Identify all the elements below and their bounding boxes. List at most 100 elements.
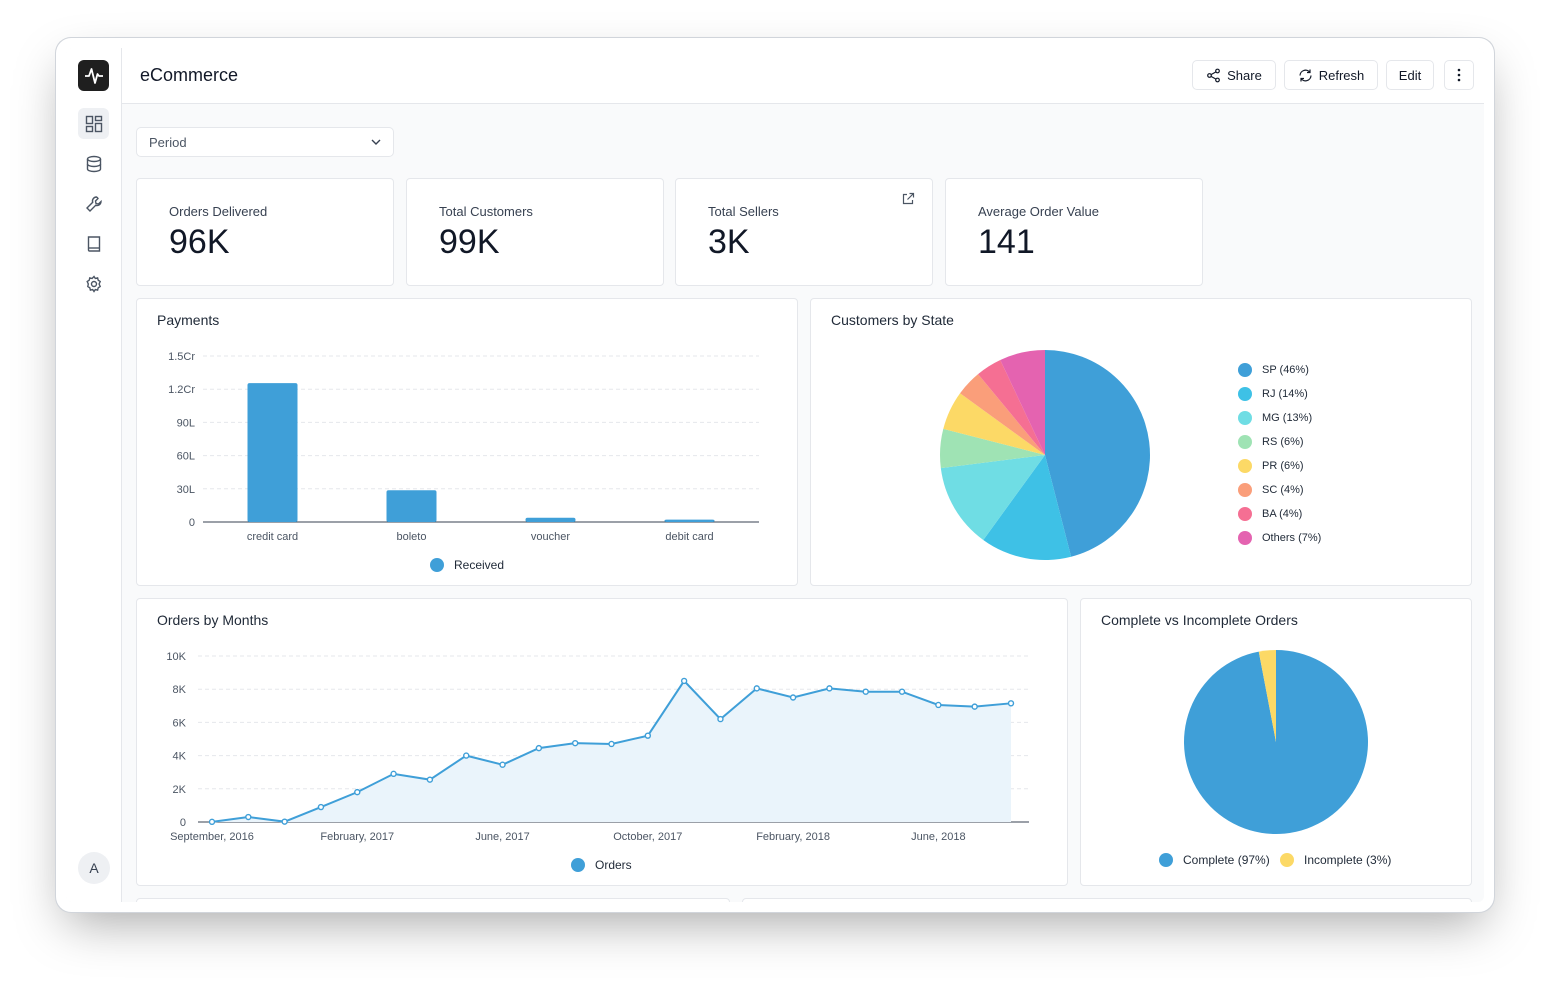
complete-vs-incomplete-chart: Complete (97%) Incomplete (3%) xyxy=(1159,650,1391,867)
legend-marker xyxy=(1238,387,1252,401)
y-tick-label: 4K xyxy=(173,751,187,763)
x-tick-label: June, 2017 xyxy=(475,831,529,843)
dashboard-content: Period Orders Delivered 96K Total Custom… xyxy=(122,104,1484,902)
data-point xyxy=(753,685,760,692)
sidebar-item-dashboards[interactable] xyxy=(78,108,109,139)
refresh-button[interactable]: Refresh xyxy=(1284,60,1378,90)
sidebar-item-docs[interactable] xyxy=(78,228,109,259)
sidebar-item-settings[interactable] xyxy=(78,268,109,299)
legend-label: Received xyxy=(454,558,504,572)
data-point xyxy=(680,677,688,685)
share-button[interactable]: Share xyxy=(1192,60,1276,90)
customers-by-state-chart xyxy=(940,350,1150,560)
user-avatar[interactable]: A xyxy=(78,852,110,884)
legend-marker xyxy=(1238,531,1252,545)
y-tick-label: 1.2Cr xyxy=(168,384,195,396)
payments-card: Payments 0 30L 60L 90L 1.2Cr 1.5Cr credit card… xyxy=(136,298,798,586)
x-tick-label: credit card xyxy=(247,531,298,543)
kpi-label: Total Customers xyxy=(439,204,533,219)
data-point xyxy=(354,788,361,796)
book-icon xyxy=(87,235,100,252)
legend-label: RJ (14%) xyxy=(1262,388,1308,400)
x-tick-label: February, 2017 xyxy=(320,831,394,843)
kpi-card-orders-delivered[interactable]: Orders Delivered 96K xyxy=(136,178,394,286)
legend-marker xyxy=(430,558,444,572)
complete-vs-incomplete-card: Complete vs Incomplete Orders Complete (… xyxy=(1080,598,1472,886)
data-point xyxy=(717,715,724,723)
period-filter[interactable]: Period xyxy=(136,127,394,157)
kpi-card-average-order-value[interactable]: Average Order Value 141 xyxy=(945,178,1203,286)
x-tick-label: debit card xyxy=(665,531,713,543)
x-tick-label: voucher xyxy=(531,531,570,543)
dashboard-icon xyxy=(85,115,102,132)
x-tick-label: boleto xyxy=(397,531,427,543)
page-title: eCommerce xyxy=(140,65,239,85)
chevron-down-icon xyxy=(371,139,381,145)
pie-slice xyxy=(1045,350,1150,557)
app-window: A eCommerce Share Refresh Edit Period Or… xyxy=(66,48,1484,902)
legend-marker xyxy=(1238,435,1252,449)
kpi-card-total-customers[interactable]: Total Customers 99K xyxy=(406,178,664,286)
legend-item[interactable]: RJ (14%) xyxy=(1238,387,1308,401)
y-tick-label: 8K xyxy=(173,684,187,696)
data-point xyxy=(644,732,652,739)
legend-marker xyxy=(1238,507,1252,521)
pie-slice xyxy=(1000,350,1045,455)
legend-label: Others (7%) xyxy=(1262,532,1322,544)
pie-slice xyxy=(940,455,1045,540)
area-fill xyxy=(212,680,1011,822)
legend-marker xyxy=(1238,483,1252,497)
pie-slice xyxy=(960,374,1045,455)
chart-title: Complete vs Incomplete Orders xyxy=(1101,612,1298,628)
y-tick-label: 90L xyxy=(177,417,195,429)
sidebar-item-tools[interactable] xyxy=(78,188,109,219)
activity-icon xyxy=(84,67,103,84)
edit-button[interactable]: Edit xyxy=(1386,60,1434,90)
more-options-button[interactable] xyxy=(1444,60,1474,90)
y-tick-label: 30L xyxy=(177,484,195,496)
legend-label: Incomplete (3%) xyxy=(1304,853,1391,867)
customers-by-state-card: Customers by State SP (46%) RJ (14%) MG (1… xyxy=(810,298,1472,586)
kpi-card-total-sellers[interactable]: Total Sellers 3K xyxy=(675,178,933,286)
chart-title: Orders by Months xyxy=(157,612,269,628)
bar xyxy=(664,519,715,522)
legend-item[interactable]: Others (7%) xyxy=(1238,531,1321,545)
legend-item[interactable]: BA (4%) xyxy=(1238,507,1302,521)
kpi-label: Average Order Value xyxy=(978,204,1099,219)
kpi-value: 141 xyxy=(978,223,1035,261)
legend-item[interactable]: PR (6%) xyxy=(1238,459,1304,473)
legend-label: SC (4%) xyxy=(1262,484,1304,496)
legend-item[interactable]: RS (6%) xyxy=(1238,435,1304,449)
edit-label: Edit xyxy=(1398,67,1422,83)
legend-marker xyxy=(1238,459,1252,473)
legend-item[interactable]: MG (13%) xyxy=(1238,411,1312,425)
data-point xyxy=(463,752,470,759)
data-point xyxy=(535,744,543,752)
kpi-value: 96K xyxy=(169,223,230,261)
database-icon xyxy=(86,155,101,172)
pie-slice xyxy=(978,359,1045,455)
sidebar: A xyxy=(66,48,122,902)
legend-label: Complete (97%) xyxy=(1183,853,1270,867)
share-label: Share xyxy=(1227,67,1262,83)
app-logo[interactable] xyxy=(78,60,109,91)
bar xyxy=(525,517,576,522)
y-tick-label: 60L xyxy=(177,451,195,463)
y-tick-label: 2K xyxy=(173,784,187,796)
y-tick-label: 0 xyxy=(180,817,186,829)
x-tick-label: October, 2017 xyxy=(613,831,682,843)
legend-label: SP (46%) xyxy=(1262,364,1309,376)
legend-item[interactable]: SC (4%) xyxy=(1238,483,1304,497)
data-point xyxy=(789,694,797,701)
payments-chart: 0 30L 60L 90L 1.2Cr 1.5Cr credit card boleto vou… xyxy=(168,351,759,572)
gear-icon xyxy=(85,274,101,293)
y-tick-label: 10K xyxy=(166,651,186,663)
legend-label: PR (6%) xyxy=(1262,460,1304,472)
external-link-icon[interactable] xyxy=(901,192,915,206)
legend-item[interactable]: SP (46%) xyxy=(1238,363,1309,377)
share-icon xyxy=(1207,68,1221,82)
bar xyxy=(247,383,298,522)
sidebar-item-data[interactable] xyxy=(78,148,109,179)
kpi-label: Total Sellers xyxy=(708,204,779,219)
data-point xyxy=(898,688,906,695)
